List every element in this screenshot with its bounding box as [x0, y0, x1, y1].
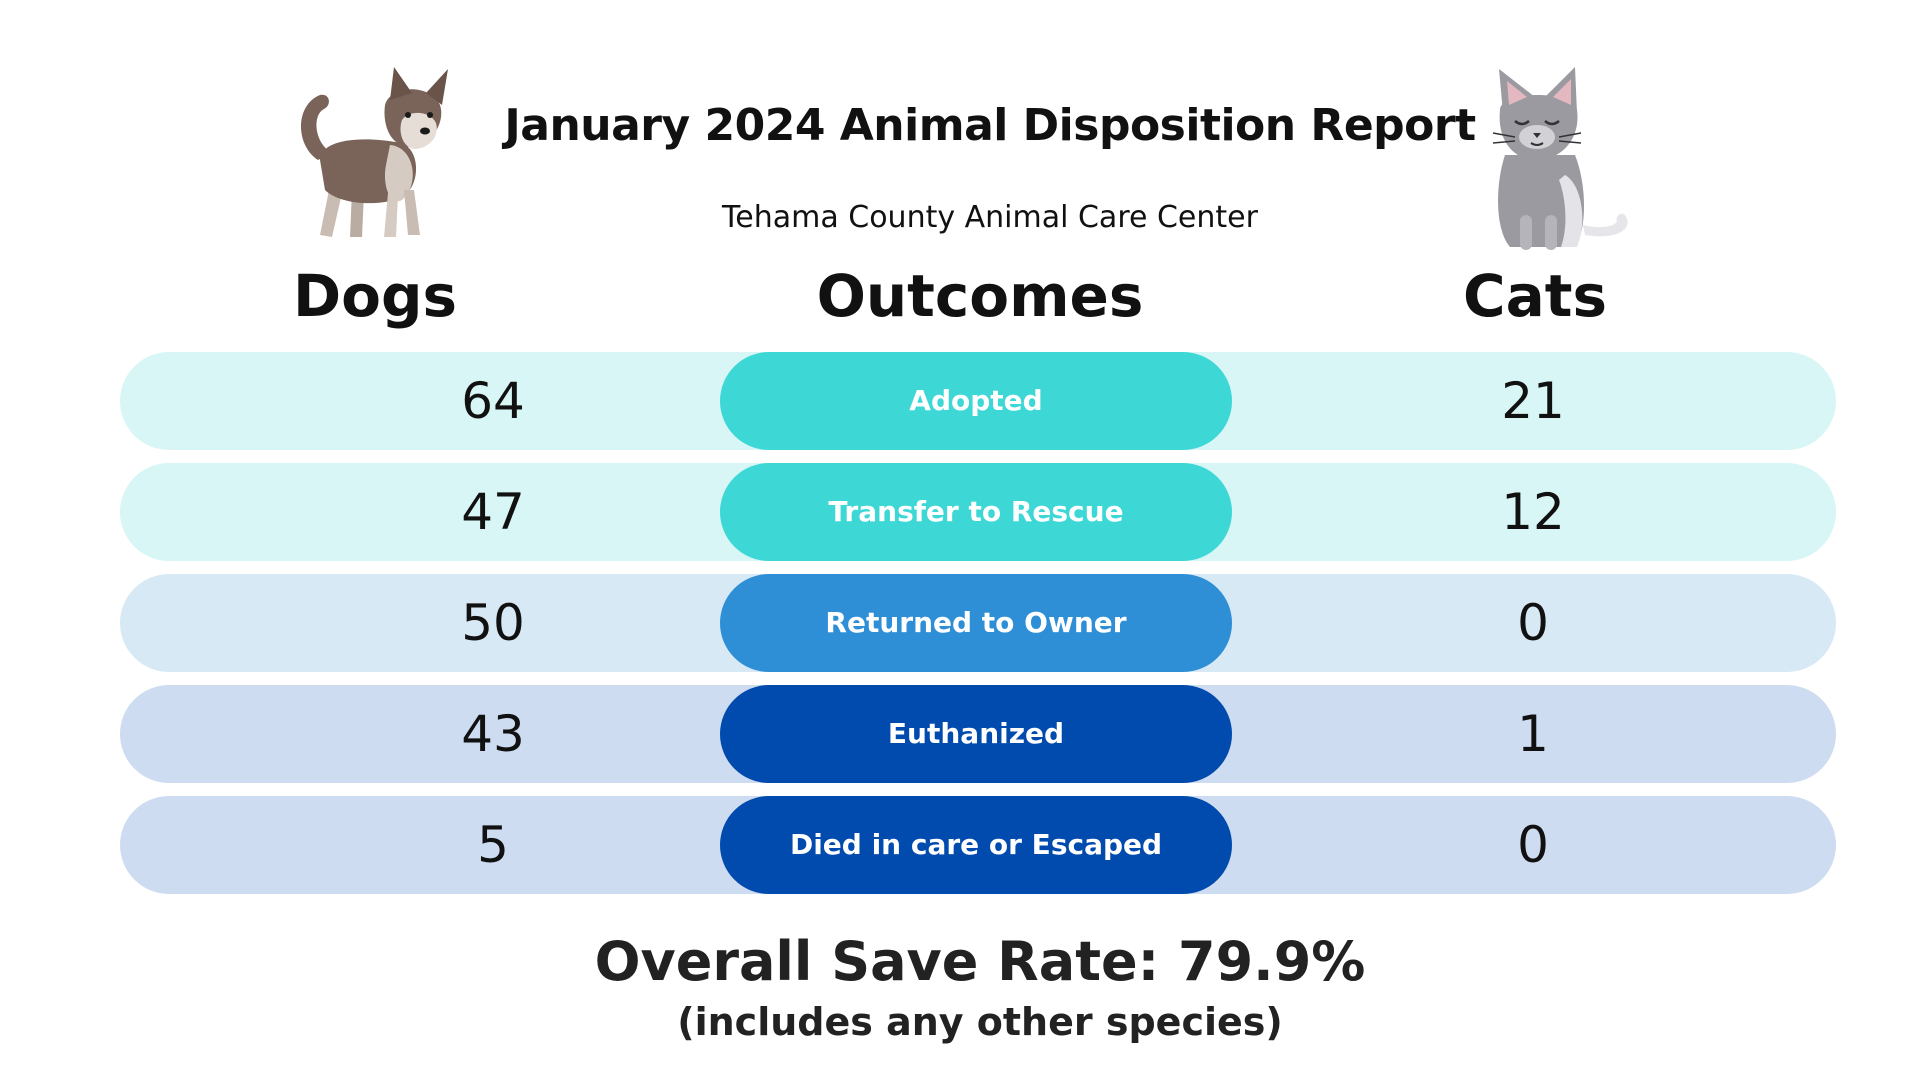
outcome-row-transfer-to-rescue: 47 Transfer to Rescue 12 — [120, 463, 1836, 561]
cats-column-header: Cats — [1463, 262, 1607, 330]
cats-count: 21 — [1501, 372, 1565, 430]
cats-count: 0 — [1517, 816, 1549, 874]
dogs-count: 64 — [461, 372, 525, 430]
outcome-row-euthanized: 43 Euthanized 1 — [120, 685, 1836, 783]
dogs-count: 43 — [461, 705, 525, 763]
cats-count: 1 — [1517, 705, 1549, 763]
dog-illustration — [300, 67, 448, 237]
report-subtitle: Tehama County Animal Care Center — [722, 200, 1258, 235]
dogs-count: 47 — [461, 483, 525, 541]
outcome-pill: Returned to Owner — [720, 574, 1232, 672]
dogs-column-header: Dogs — [292, 262, 458, 330]
outcome-row-died-in-care-or-escaped: 5 Died in care or Escaped 0 — [120, 796, 1836, 894]
save-rate-note: (includes any other species) — [677, 1000, 1283, 1044]
cats-count: 12 — [1501, 483, 1565, 541]
overall-save-rate: Overall Save Rate: 79.9% — [594, 930, 1366, 993]
cat-illustration — [1492, 67, 1628, 250]
outcome-pill: Transfer to Rescue — [720, 463, 1232, 561]
outcome-row-returned-to-owner: 50 Returned to Owner 0 — [120, 574, 1836, 672]
outcome-pill: Died in care or Escaped — [720, 796, 1232, 894]
cats-count: 0 — [1517, 594, 1549, 652]
outcomes-column-header: Outcomes — [816, 262, 1144, 330]
report-title: January 2024 Animal Disposition Report — [504, 100, 1476, 151]
dogs-count: 5 — [477, 816, 509, 874]
outcome-pill: Adopted — [720, 352, 1232, 450]
outcome-row-adopted: 64 Adopted 21 — [120, 352, 1836, 450]
outcome-pill: Euthanized — [720, 685, 1232, 783]
dogs-count: 50 — [461, 594, 525, 652]
